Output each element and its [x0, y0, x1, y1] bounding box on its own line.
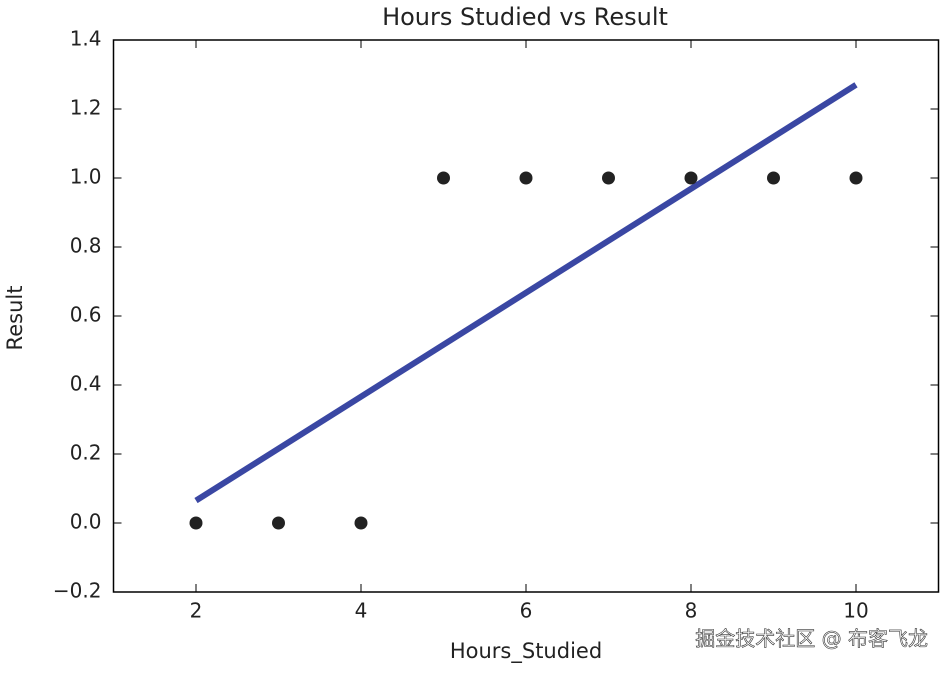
y-tick-label: 0.6 — [70, 303, 102, 327]
scatter-point — [684, 171, 698, 185]
x-tick-label: 2 — [190, 599, 203, 623]
y-tick-label: 1.2 — [70, 96, 102, 120]
y-tick-label: 0.4 — [70, 372, 102, 396]
scatter-point — [437, 171, 450, 185]
scatter-point — [849, 171, 863, 185]
scatter-point — [602, 171, 615, 185]
y-tick-label: 0.2 — [70, 441, 102, 465]
y-tick-label: 1.4 — [70, 27, 102, 51]
fit-line — [194, 82, 858, 504]
scatter-point — [189, 516, 203, 530]
scatter-point — [519, 171, 533, 185]
y-tick-label: 1.0 — [70, 165, 102, 189]
x-tick-label: 10 — [843, 599, 868, 623]
plot-frame — [112, 39, 940, 593]
x-tick-label: 6 — [520, 599, 533, 623]
y-tick-label: 0.0 — [70, 510, 102, 534]
scatter-point — [272, 516, 285, 530]
x-tick-label: 4 — [355, 599, 368, 623]
scatter-point — [354, 516, 368, 530]
y-tick-label: −0.2 — [53, 579, 102, 603]
y-tick-label: 0.8 — [70, 234, 102, 258]
scatter-point — [767, 171, 780, 185]
y-axis-label: Result — [3, 286, 27, 351]
x-axis-label: Hours_Studied — [450, 639, 602, 664]
x-tick-label: 8 — [685, 599, 698, 623]
watermark: 掘金技术社区 @ 布客飞龙 — [695, 627, 928, 651]
chart-title: Hours Studied vs Result — [382, 3, 668, 31]
